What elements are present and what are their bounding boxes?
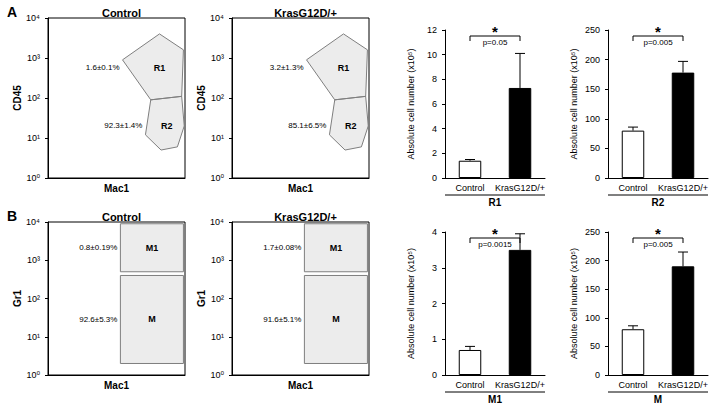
svg-text:Control: Control bbox=[102, 211, 141, 223]
svg-text:10⁴: 10⁴ bbox=[210, 13, 224, 23]
svg-text:CD45: CD45 bbox=[196, 85, 207, 111]
svg-text:M: M bbox=[148, 314, 156, 324]
svg-text:M1: M1 bbox=[330, 243, 343, 253]
svg-text:KrasG12D/+: KrasG12D/+ bbox=[495, 380, 545, 390]
svg-text:Control: Control bbox=[455, 380, 484, 390]
svg-text:KrasG12D/+: KrasG12D/+ bbox=[658, 183, 708, 193]
svg-text:1.7±0.08%: 1.7±0.08% bbox=[263, 243, 301, 252]
svg-text:Absolute cell number (x10⁵): Absolute cell number (x10⁵) bbox=[569, 248, 579, 359]
svg-text:M1: M1 bbox=[488, 394, 502, 405]
svg-text:10³: 10³ bbox=[27, 53, 40, 63]
svg-text:R1: R1 bbox=[154, 63, 166, 73]
svg-text:R2: R2 bbox=[161, 121, 173, 131]
svg-text:50: 50 bbox=[590, 341, 600, 351]
svg-text:2: 2 bbox=[432, 148, 437, 158]
svg-text:Control: Control bbox=[455, 183, 484, 193]
svg-text:250: 250 bbox=[585, 25, 600, 35]
svg-text:3: 3 bbox=[432, 263, 437, 273]
svg-text:1.6±0.1%: 1.6±0.1% bbox=[86, 63, 120, 72]
svg-text:A: A bbox=[7, 4, 17, 20]
svg-text:R2: R2 bbox=[652, 197, 665, 208]
svg-text:p=0.005: p=0.005 bbox=[643, 38, 673, 47]
svg-text:10²: 10² bbox=[211, 294, 224, 304]
svg-text:M1: M1 bbox=[146, 243, 159, 253]
svg-text:10²: 10² bbox=[211, 93, 224, 103]
svg-text:Gr1: Gr1 bbox=[196, 289, 207, 307]
svg-text:Absolute cell number (x10⁵): Absolute cell number (x10⁵) bbox=[406, 248, 416, 359]
svg-text:Mac1: Mac1 bbox=[104, 183, 129, 194]
svg-text:R1: R1 bbox=[489, 197, 502, 208]
svg-text:Control: Control bbox=[618, 183, 647, 193]
svg-text:M: M bbox=[654, 394, 662, 405]
svg-text:10⁰: 10⁰ bbox=[210, 370, 224, 380]
svg-text:2: 2 bbox=[432, 299, 437, 309]
svg-text:4: 4 bbox=[432, 124, 437, 134]
svg-text:0: 0 bbox=[595, 370, 600, 380]
svg-text:3.2±1.3%: 3.2±1.3% bbox=[270, 63, 304, 72]
svg-text:92.6±5.3%: 92.6±5.3% bbox=[79, 315, 117, 324]
svg-text:p=0.005: p=0.005 bbox=[643, 240, 673, 249]
svg-text:10¹: 10¹ bbox=[27, 332, 40, 342]
svg-text:p=0.0015: p=0.0015 bbox=[478, 240, 512, 249]
svg-text:91.6±5.1%: 91.6±5.1% bbox=[263, 315, 301, 324]
svg-text:R2: R2 bbox=[345, 121, 357, 131]
svg-text:10³: 10³ bbox=[27, 255, 40, 265]
svg-text:10⁴: 10⁴ bbox=[26, 217, 40, 227]
svg-text:1: 1 bbox=[432, 334, 437, 344]
svg-text:100: 100 bbox=[585, 313, 600, 323]
svg-text:R1: R1 bbox=[338, 63, 350, 73]
svg-text:0: 0 bbox=[432, 173, 437, 183]
svg-text:8: 8 bbox=[432, 74, 437, 84]
svg-text:12: 12 bbox=[427, 25, 437, 35]
svg-text:p=0.05: p=0.05 bbox=[483, 38, 508, 47]
svg-text:10⁴: 10⁴ bbox=[210, 217, 224, 227]
svg-text:4: 4 bbox=[432, 227, 437, 237]
svg-text:KrasG12D/+: KrasG12D/+ bbox=[495, 183, 545, 193]
svg-text:10⁴: 10⁴ bbox=[26, 13, 40, 23]
svg-text:10: 10 bbox=[427, 50, 437, 60]
svg-text:10¹: 10¹ bbox=[27, 133, 40, 143]
svg-text:0: 0 bbox=[432, 370, 437, 380]
svg-text:Absolute cell number (x10⁵): Absolute cell number (x10⁵) bbox=[569, 49, 579, 160]
svg-text:Control: Control bbox=[618, 380, 647, 390]
svg-text:10³: 10³ bbox=[211, 53, 224, 63]
svg-text:Mac1: Mac1 bbox=[288, 380, 313, 391]
svg-text:Gr1: Gr1 bbox=[12, 289, 23, 307]
svg-text:92.3±1.4%: 92.3±1.4% bbox=[104, 121, 142, 130]
svg-text:0.8±0.19%: 0.8±0.19% bbox=[79, 243, 117, 252]
svg-text:10²: 10² bbox=[27, 294, 40, 304]
svg-text:Control: Control bbox=[102, 7, 141, 19]
svg-text:KrasG12D/+: KrasG12D/+ bbox=[274, 7, 337, 19]
svg-text:200: 200 bbox=[585, 55, 600, 65]
svg-text:100: 100 bbox=[585, 114, 600, 124]
svg-text:10⁰: 10⁰ bbox=[26, 173, 40, 183]
svg-text:250: 250 bbox=[585, 227, 600, 237]
svg-text:KrasG12D/+: KrasG12D/+ bbox=[658, 380, 708, 390]
svg-text:10¹: 10¹ bbox=[211, 332, 224, 342]
svg-text:150: 150 bbox=[585, 84, 600, 94]
svg-text:0: 0 bbox=[595, 173, 600, 183]
svg-text:M: M bbox=[332, 314, 340, 324]
svg-text:10⁰: 10⁰ bbox=[26, 370, 40, 380]
svg-text:200: 200 bbox=[585, 256, 600, 266]
svg-text:50: 50 bbox=[590, 143, 600, 153]
svg-text:10³: 10³ bbox=[211, 255, 224, 265]
svg-text:150: 150 bbox=[585, 284, 600, 294]
svg-text:Absolute cell number (x10⁵): Absolute cell number (x10⁵) bbox=[406, 49, 416, 160]
svg-text:10¹: 10¹ bbox=[211, 133, 224, 143]
svg-text:KrasG12D/+: KrasG12D/+ bbox=[274, 211, 337, 223]
svg-text:B: B bbox=[7, 208, 17, 224]
svg-text:10⁰: 10⁰ bbox=[210, 173, 224, 183]
svg-text:CD45: CD45 bbox=[12, 85, 23, 111]
svg-text:10²: 10² bbox=[27, 93, 40, 103]
svg-text:Mac1: Mac1 bbox=[104, 380, 129, 391]
svg-text:85.1±6.5%: 85.1±6.5% bbox=[288, 121, 326, 130]
svg-text:Mac1: Mac1 bbox=[288, 183, 313, 194]
svg-text:6: 6 bbox=[432, 99, 437, 109]
